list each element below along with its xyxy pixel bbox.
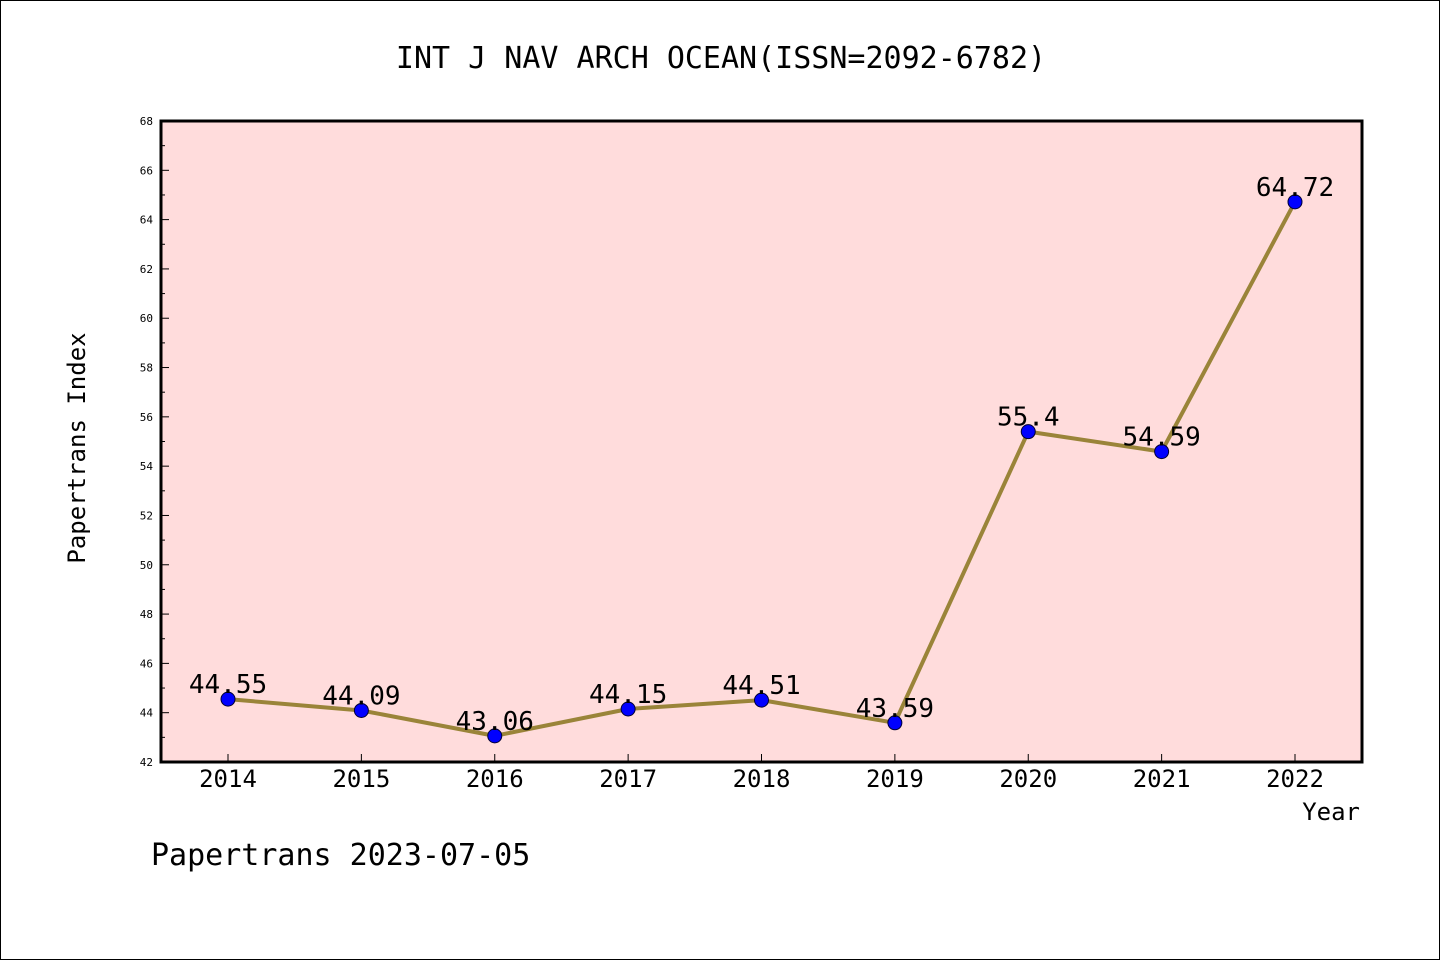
data-point: [353, 702, 369, 718]
plot-area: [159, 119, 1364, 764]
markers-group: [220, 194, 1303, 744]
data-label: 54.59: [1122, 423, 1200, 453]
footer-text: Papertrans 2023-07-05: [151, 838, 530, 873]
x-tick-label: 2018: [733, 765, 791, 793]
data-point: [220, 691, 236, 707]
x-tick-label: 2022: [1266, 765, 1324, 793]
data-point: [754, 692, 769, 708]
x-tick-label: 2016: [466, 765, 524, 793]
y-tick-label: 44: [140, 707, 154, 720]
y-tick-label: 62: [140, 263, 153, 276]
y-tick-label: 68: [140, 115, 153, 128]
y-tick-label: 52: [140, 509, 153, 522]
y-tick-label: 58: [140, 362, 153, 375]
y-tick-label: 42: [140, 756, 153, 769]
data-point: [1287, 194, 1303, 210]
y-tick-label: 54: [140, 460, 154, 473]
data-label: 43.06: [456, 707, 534, 737]
data-point: [887, 715, 903, 731]
y-axis-label: Papertrans Index: [63, 332, 91, 563]
y-tick-label: 48: [140, 608, 153, 621]
data-label: 55.4: [997, 403, 1060, 433]
data-label: 44.51: [722, 671, 800, 701]
y-tick-label: 60: [140, 312, 153, 325]
x-tick-label: 2014: [199, 765, 257, 793]
y-tick-label: 66: [140, 164, 153, 177]
y-tick-label: 56: [140, 411, 153, 424]
chart-title: INT J NAV ARCH OCEAN(ISSN=2092-6782): [396, 41, 1046, 76]
y-tick-label: 46: [140, 657, 153, 670]
data-label: 44.15: [589, 680, 667, 710]
data-point: [620, 701, 636, 717]
data-label: 44.09: [322, 681, 400, 711]
x-tick-label: 2019: [866, 765, 924, 793]
data-labels-group: 44.55 44.09 43.06 44.15 44.51 43.59 55.4 54.59 6…: [189, 173, 1334, 737]
data-point: [1154, 444, 1170, 460]
data-label: 43.59: [856, 694, 934, 724]
x-tick-label: 2020: [999, 765, 1057, 793]
data-point: [1020, 424, 1036, 440]
data-label: 64.72: [1256, 173, 1334, 203]
data-point: [487, 728, 503, 744]
x-tick-label: 2015: [332, 765, 390, 793]
x-tick-label: 2017: [599, 765, 657, 793]
x-axis: 2014 2015 2016 2017 2018 2019 2020 2021 2022: [199, 754, 1324, 793]
y-tick-label: 64: [140, 214, 154, 227]
y-axis: 42 44 46 48 50 52 54 56 58 60 62 64 66 68: [140, 115, 169, 769]
data-label: 44.55: [189, 670, 267, 700]
x-axis-label: Year: [1302, 798, 1360, 826]
x-tick-label: 2021: [1133, 765, 1191, 793]
y-tick-label: 50: [140, 559, 153, 572]
